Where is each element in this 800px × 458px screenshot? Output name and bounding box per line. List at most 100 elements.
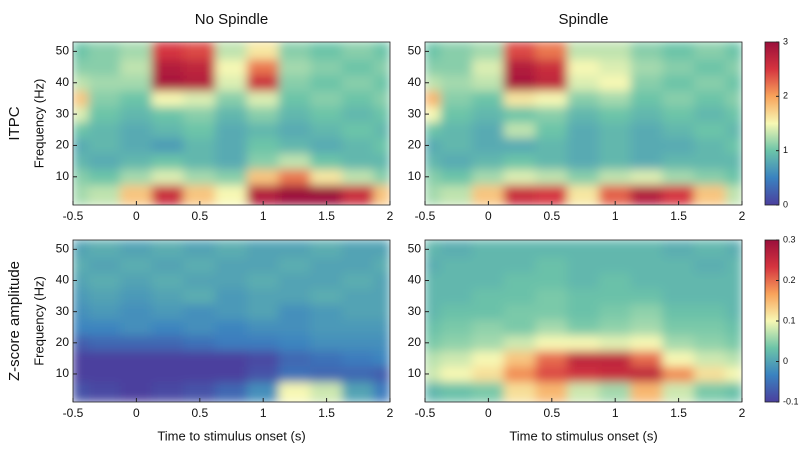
cell [373,350,390,367]
cell [567,58,600,76]
cell [373,168,390,186]
cell [693,168,727,186]
cell [662,365,695,383]
cell [425,350,442,367]
cell [662,350,695,367]
cell [73,381,90,402]
cell [151,152,185,170]
cell [503,168,537,186]
cell [246,121,280,139]
cell [373,256,390,274]
cell [246,350,280,367]
cell [472,334,505,352]
y-tick-label: 40 [408,273,422,287]
cell [472,350,505,367]
y-tick-label: 50 [408,44,422,58]
cell [472,74,505,92]
cell [440,272,474,289]
cell [503,121,537,139]
cell [278,105,312,123]
cell [693,303,727,320]
cell [503,334,537,352]
cell [310,334,343,352]
cell [662,137,695,154]
cell [630,105,664,123]
cell [472,256,505,274]
cell [630,334,664,352]
cell [215,74,248,92]
cell [630,168,664,186]
cell [503,42,537,60]
heatmap [73,240,390,402]
cell [693,121,727,139]
cell [278,272,312,289]
cell [151,58,185,76]
cell [373,381,390,402]
cell [341,168,375,186]
cell [341,105,375,123]
cell [662,272,695,289]
colorbar-tick-label: 0.1 [783,315,796,325]
cell [88,184,122,205]
cell [310,303,343,320]
column-title: Spindle [558,11,608,28]
cell [662,90,695,107]
axes-frame [72,239,391,403]
cell [503,272,537,289]
cell [310,168,343,186]
cell [598,121,632,139]
cell [341,318,375,336]
cell [246,42,280,60]
cell [73,318,90,336]
cell [73,42,90,60]
cell [598,365,632,383]
cell [440,350,474,367]
cell [183,381,217,402]
cell [310,365,343,383]
cell [725,287,742,305]
cell [425,90,442,107]
cell [73,350,90,367]
cell [440,121,474,139]
cell [472,152,505,170]
cell [598,272,632,289]
cell [662,381,695,402]
cell [120,287,153,305]
y-tick-label: 10 [56,366,70,380]
cell [535,90,569,107]
cell [567,121,600,139]
cell [567,105,600,123]
cell [725,381,742,402]
cell [120,334,153,352]
cell [278,42,312,60]
cell [630,365,664,383]
cell [341,256,375,274]
cell [472,168,505,186]
axes-frame [424,239,743,403]
x-tick-label: -0.5 [63,406,84,420]
cell [693,272,727,289]
colorbar-tick-label: 0 [783,199,788,209]
colorbar [764,41,780,206]
cell [73,184,90,205]
y-tick-label: 30 [56,106,70,120]
cell [567,381,600,402]
cell [725,272,742,289]
cell [310,256,343,274]
y-tick-label: 40 [56,75,70,89]
axes-frame [424,41,743,206]
cell [215,365,248,383]
cell [598,58,632,76]
cell [503,303,537,320]
cell [693,74,727,92]
y-tick-label: 50 [56,242,70,256]
cell [73,272,90,289]
x-tick-label: 0.5 [543,406,560,420]
colorbar-tick-label: 3 [783,36,788,46]
cell [440,184,474,205]
cell [425,137,442,154]
cell [120,42,153,60]
cell [503,137,537,154]
cell [88,381,122,402]
cell [425,365,442,383]
